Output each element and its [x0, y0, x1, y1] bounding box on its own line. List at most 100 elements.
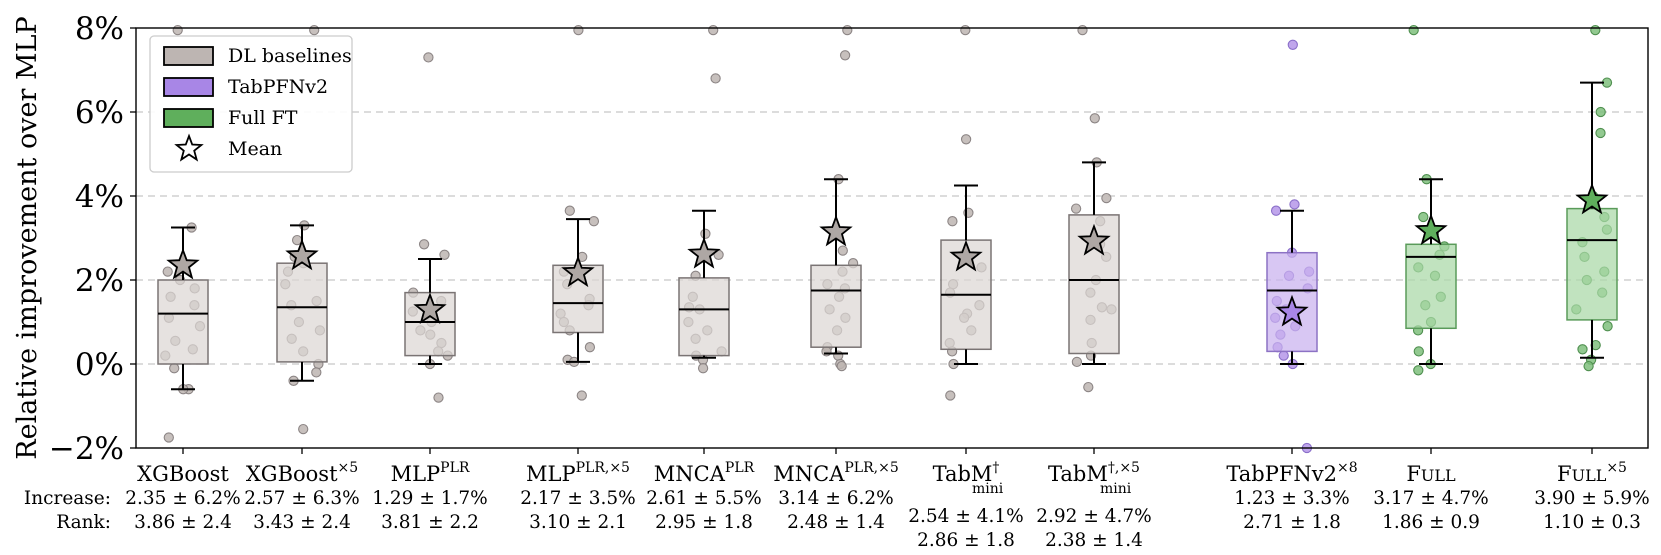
data-point [821, 346, 832, 357]
x-tick-label: FULL×5 [1557, 460, 1627, 486]
data-point [1278, 350, 1289, 361]
x-tick-label: MNCAPLR [654, 460, 755, 486]
data-point [311, 367, 322, 378]
rank-value: 3.86 ± 2.4 [134, 512, 232, 533]
increase-value: 3.14 ± 6.2% [778, 488, 893, 509]
mean-star-icon [1575, 182, 1609, 215]
data-point [162, 266, 173, 277]
y-tick-label: 6% [75, 95, 124, 131]
rank-value: 2.71 ± 1.8 [1243, 512, 1341, 533]
boxes [157, 81, 1618, 391]
legend-label: Full FT [228, 107, 298, 129]
data-point [418, 239, 430, 250]
x-tick-label: TabM† [933, 460, 1000, 486]
y-tick-label: 0% [75, 347, 124, 383]
increase-value: 1.23 ± 3.3% [1234, 488, 1349, 509]
increase-value: 2.61 ± 5.5% [646, 488, 761, 509]
mean-star-icon [1077, 223, 1111, 256]
increase-value: 1.29 ± 1.7% [372, 488, 487, 509]
data-point [1287, 39, 1298, 50]
axes: −2% 0% 2% 4% 6% 8% Relative improvement over M… [12, 11, 1649, 467]
box [1405, 243, 1457, 330]
y-tick-label: 8% [75, 11, 124, 47]
mean-star-icon [1275, 294, 1309, 327]
data-point [1089, 113, 1100, 124]
rank-value: 3.10 ± 2.1 [529, 512, 627, 533]
data-point [588, 216, 600, 227]
x-tick-label: XGBoost [137, 462, 229, 486]
data-point [1413, 346, 1424, 357]
increase-value: 2.54 ± 4.1% [908, 506, 1023, 527]
x-tick-label: FULL [1406, 462, 1456, 486]
x-tick-label: TabPFNv2×8 [1226, 460, 1357, 486]
data-point [839, 50, 851, 61]
rank-value: 3.43 ± 2.4 [253, 512, 351, 533]
data-point [697, 363, 709, 374]
legend-star-icon [174, 133, 204, 162]
data-point [1577, 344, 1588, 355]
mean-star-icon [687, 236, 721, 269]
increase-value: 2.35 ± 6.2% [125, 488, 240, 509]
x-tick-label: TabM†,×5 [1048, 460, 1140, 486]
data-point [1413, 365, 1424, 376]
legend-swatch [163, 46, 214, 66]
mean-star-icon [561, 255, 595, 288]
data-point [1101, 192, 1112, 204]
data-point [700, 228, 711, 239]
data-points [160, 24, 1613, 454]
data-point [1595, 127, 1606, 139]
legend-swatch [163, 108, 214, 128]
data-point [842, 24, 853, 36]
mean-star-icon [166, 247, 200, 280]
rank-value: 2.86 ± 1.8 [917, 530, 1015, 551]
data-point [1070, 203, 1082, 214]
increase-value: 2.92 ± 4.7% [1036, 506, 1151, 527]
rank-value: 3.81 ± 2.2 [381, 512, 479, 533]
rank-value: 2.48 ± 1.4 [787, 512, 885, 533]
data-point [169, 363, 180, 374]
data-point [837, 245, 848, 256]
data-point [172, 24, 183, 36]
legend-box [149, 35, 353, 173]
data-point [710, 73, 721, 84]
rank-value: 2.38 ± 1.4 [1045, 530, 1143, 551]
data-point [1602, 321, 1613, 332]
increase-value: 3.17 ± 4.7% [1373, 488, 1488, 509]
data-point [309, 24, 320, 36]
data-point [564, 205, 575, 216]
data-point [298, 423, 309, 435]
legend-label: Mean [228, 138, 282, 160]
x-tick-label: MLPPLR,×5 [526, 460, 630, 486]
mean-star-icon [1414, 213, 1448, 246]
plot-frame [135, 27, 1649, 449]
box [810, 264, 862, 348]
data-point [1077, 24, 1088, 36]
mean-star-icon [413, 292, 447, 325]
box [678, 277, 730, 357]
data-point [1590, 24, 1601, 36]
data-point [1408, 24, 1419, 36]
rank-value: 2.95 ± 1.8 [655, 512, 753, 533]
box [1566, 207, 1618, 321]
y-tick-label: 2% [75, 263, 124, 299]
data-point [1583, 360, 1594, 372]
y-tick-label: −2% [49, 431, 124, 467]
x-tick-label: XGBoost×5 [246, 460, 358, 486]
data-point [576, 390, 587, 401]
data-point [833, 350, 844, 361]
data-point [163, 432, 174, 443]
data-point [433, 392, 444, 403]
x-tick-label: MLPPLR [391, 460, 470, 486]
data-point [1289, 199, 1300, 210]
data-point [947, 216, 958, 227]
data-point [423, 52, 434, 63]
data-point [945, 390, 956, 401]
data-point [1418, 211, 1429, 223]
grid-lines [136, 111, 1648, 365]
data-point [960, 134, 972, 145]
mean-star-icon [285, 238, 319, 271]
data-point [708, 24, 719, 36]
y-tick-label: 4% [75, 179, 124, 215]
legend-swatch [163, 77, 214, 97]
